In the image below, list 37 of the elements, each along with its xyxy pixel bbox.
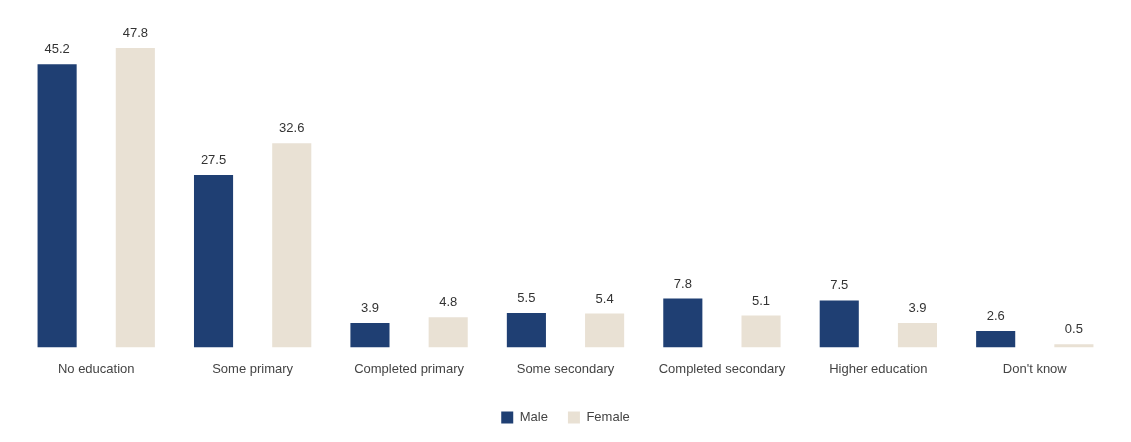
data-label: 5.4 xyxy=(595,290,614,306)
bar xyxy=(193,175,234,348)
x-tick-label: No education xyxy=(57,360,135,376)
data-label: 3.9 xyxy=(360,300,379,316)
bar xyxy=(506,312,546,348)
x-tick-label: Completed secondary xyxy=(658,360,786,376)
legend-label: Male xyxy=(519,409,548,425)
x-tick-label: Some primary xyxy=(212,360,294,376)
data-label: 7.5 xyxy=(830,277,849,293)
data-label: 7.8 xyxy=(673,275,692,291)
data-label: 27.5 xyxy=(200,152,227,168)
bar xyxy=(37,64,77,348)
data-label: 32.6 xyxy=(279,120,305,136)
bar xyxy=(897,322,938,348)
bar xyxy=(741,315,781,348)
bar xyxy=(115,47,155,348)
bar xyxy=(819,300,859,348)
x-tick-label: Some secondary xyxy=(516,360,615,376)
bar xyxy=(428,317,468,348)
data-label: 0.5 xyxy=(1064,321,1083,337)
data-label: 47.8 xyxy=(122,25,148,41)
bar xyxy=(976,331,1016,348)
bar xyxy=(585,313,625,348)
x-tick-label: Higher education xyxy=(829,360,928,376)
bar xyxy=(272,143,312,348)
x-tick-label: Don't know xyxy=(1002,360,1068,376)
bar xyxy=(663,298,703,348)
legend-label: Female xyxy=(586,409,630,425)
data-label: 2.6 xyxy=(986,308,1005,324)
bar xyxy=(350,322,390,348)
data-label: 5.5 xyxy=(517,290,536,306)
data-label: 45.2 xyxy=(44,41,70,57)
data-label: 4.8 xyxy=(439,294,458,310)
data-label: 3.9 xyxy=(908,300,927,316)
bar xyxy=(1054,344,1094,348)
data-label: 5.1 xyxy=(752,292,771,308)
x-tick-label: Completed primary xyxy=(354,360,465,376)
